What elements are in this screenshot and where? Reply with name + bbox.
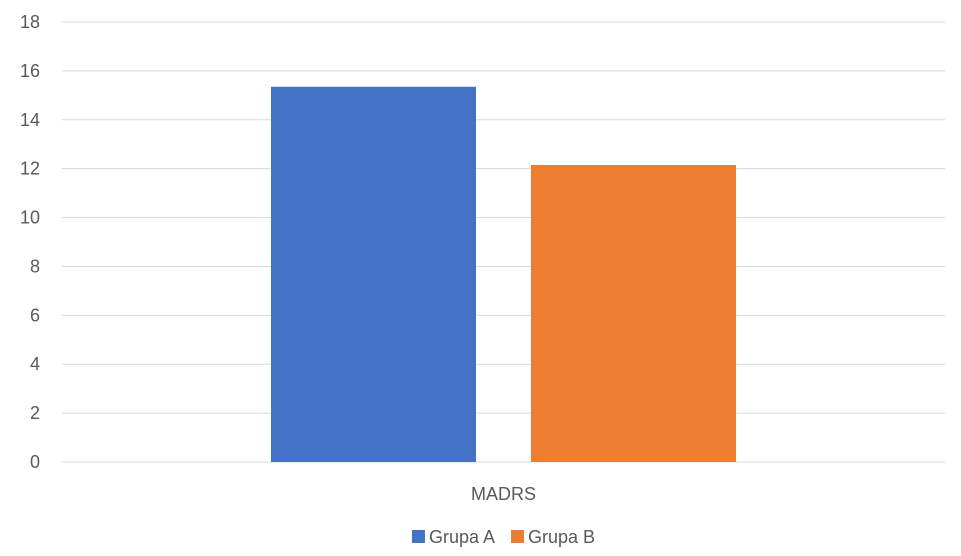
y-tick-label: 2: [30, 403, 40, 423]
legend-swatch: [411, 530, 425, 543]
legend-item: Grupa A: [411, 527, 495, 547]
bars: [271, 86, 736, 463]
y-tick-label: 4: [30, 354, 40, 374]
legend-label: Grupa A: [429, 527, 495, 547]
bar-grupa-b: [531, 165, 736, 462]
y-tick-label: 12: [20, 159, 40, 179]
gridlines: [62, 21, 945, 463]
legend-swatch: [511, 530, 524, 543]
y-tick-label: 8: [30, 256, 40, 276]
y-tick-label: 0: [30, 452, 40, 472]
y-axis: 0 2 4 6 8 10 12 14 16 18: [20, 12, 40, 472]
y-tick-label: 14: [20, 110, 40, 130]
x-category-label: MADRS: [471, 484, 536, 504]
legend: Grupa A Grupa B: [411, 527, 595, 547]
y-tick-label: 18: [20, 12, 40, 32]
x-axis: MADRS: [471, 484, 536, 504]
bar-grupa-a: [271, 86, 476, 463]
y-tick-label: 10: [20, 208, 40, 228]
y-tick-label: 6: [30, 305, 40, 325]
legend-item: Grupa B: [511, 527, 595, 547]
legend-label: Grupa B: [528, 527, 595, 547]
y-tick-label: 16: [20, 61, 40, 81]
